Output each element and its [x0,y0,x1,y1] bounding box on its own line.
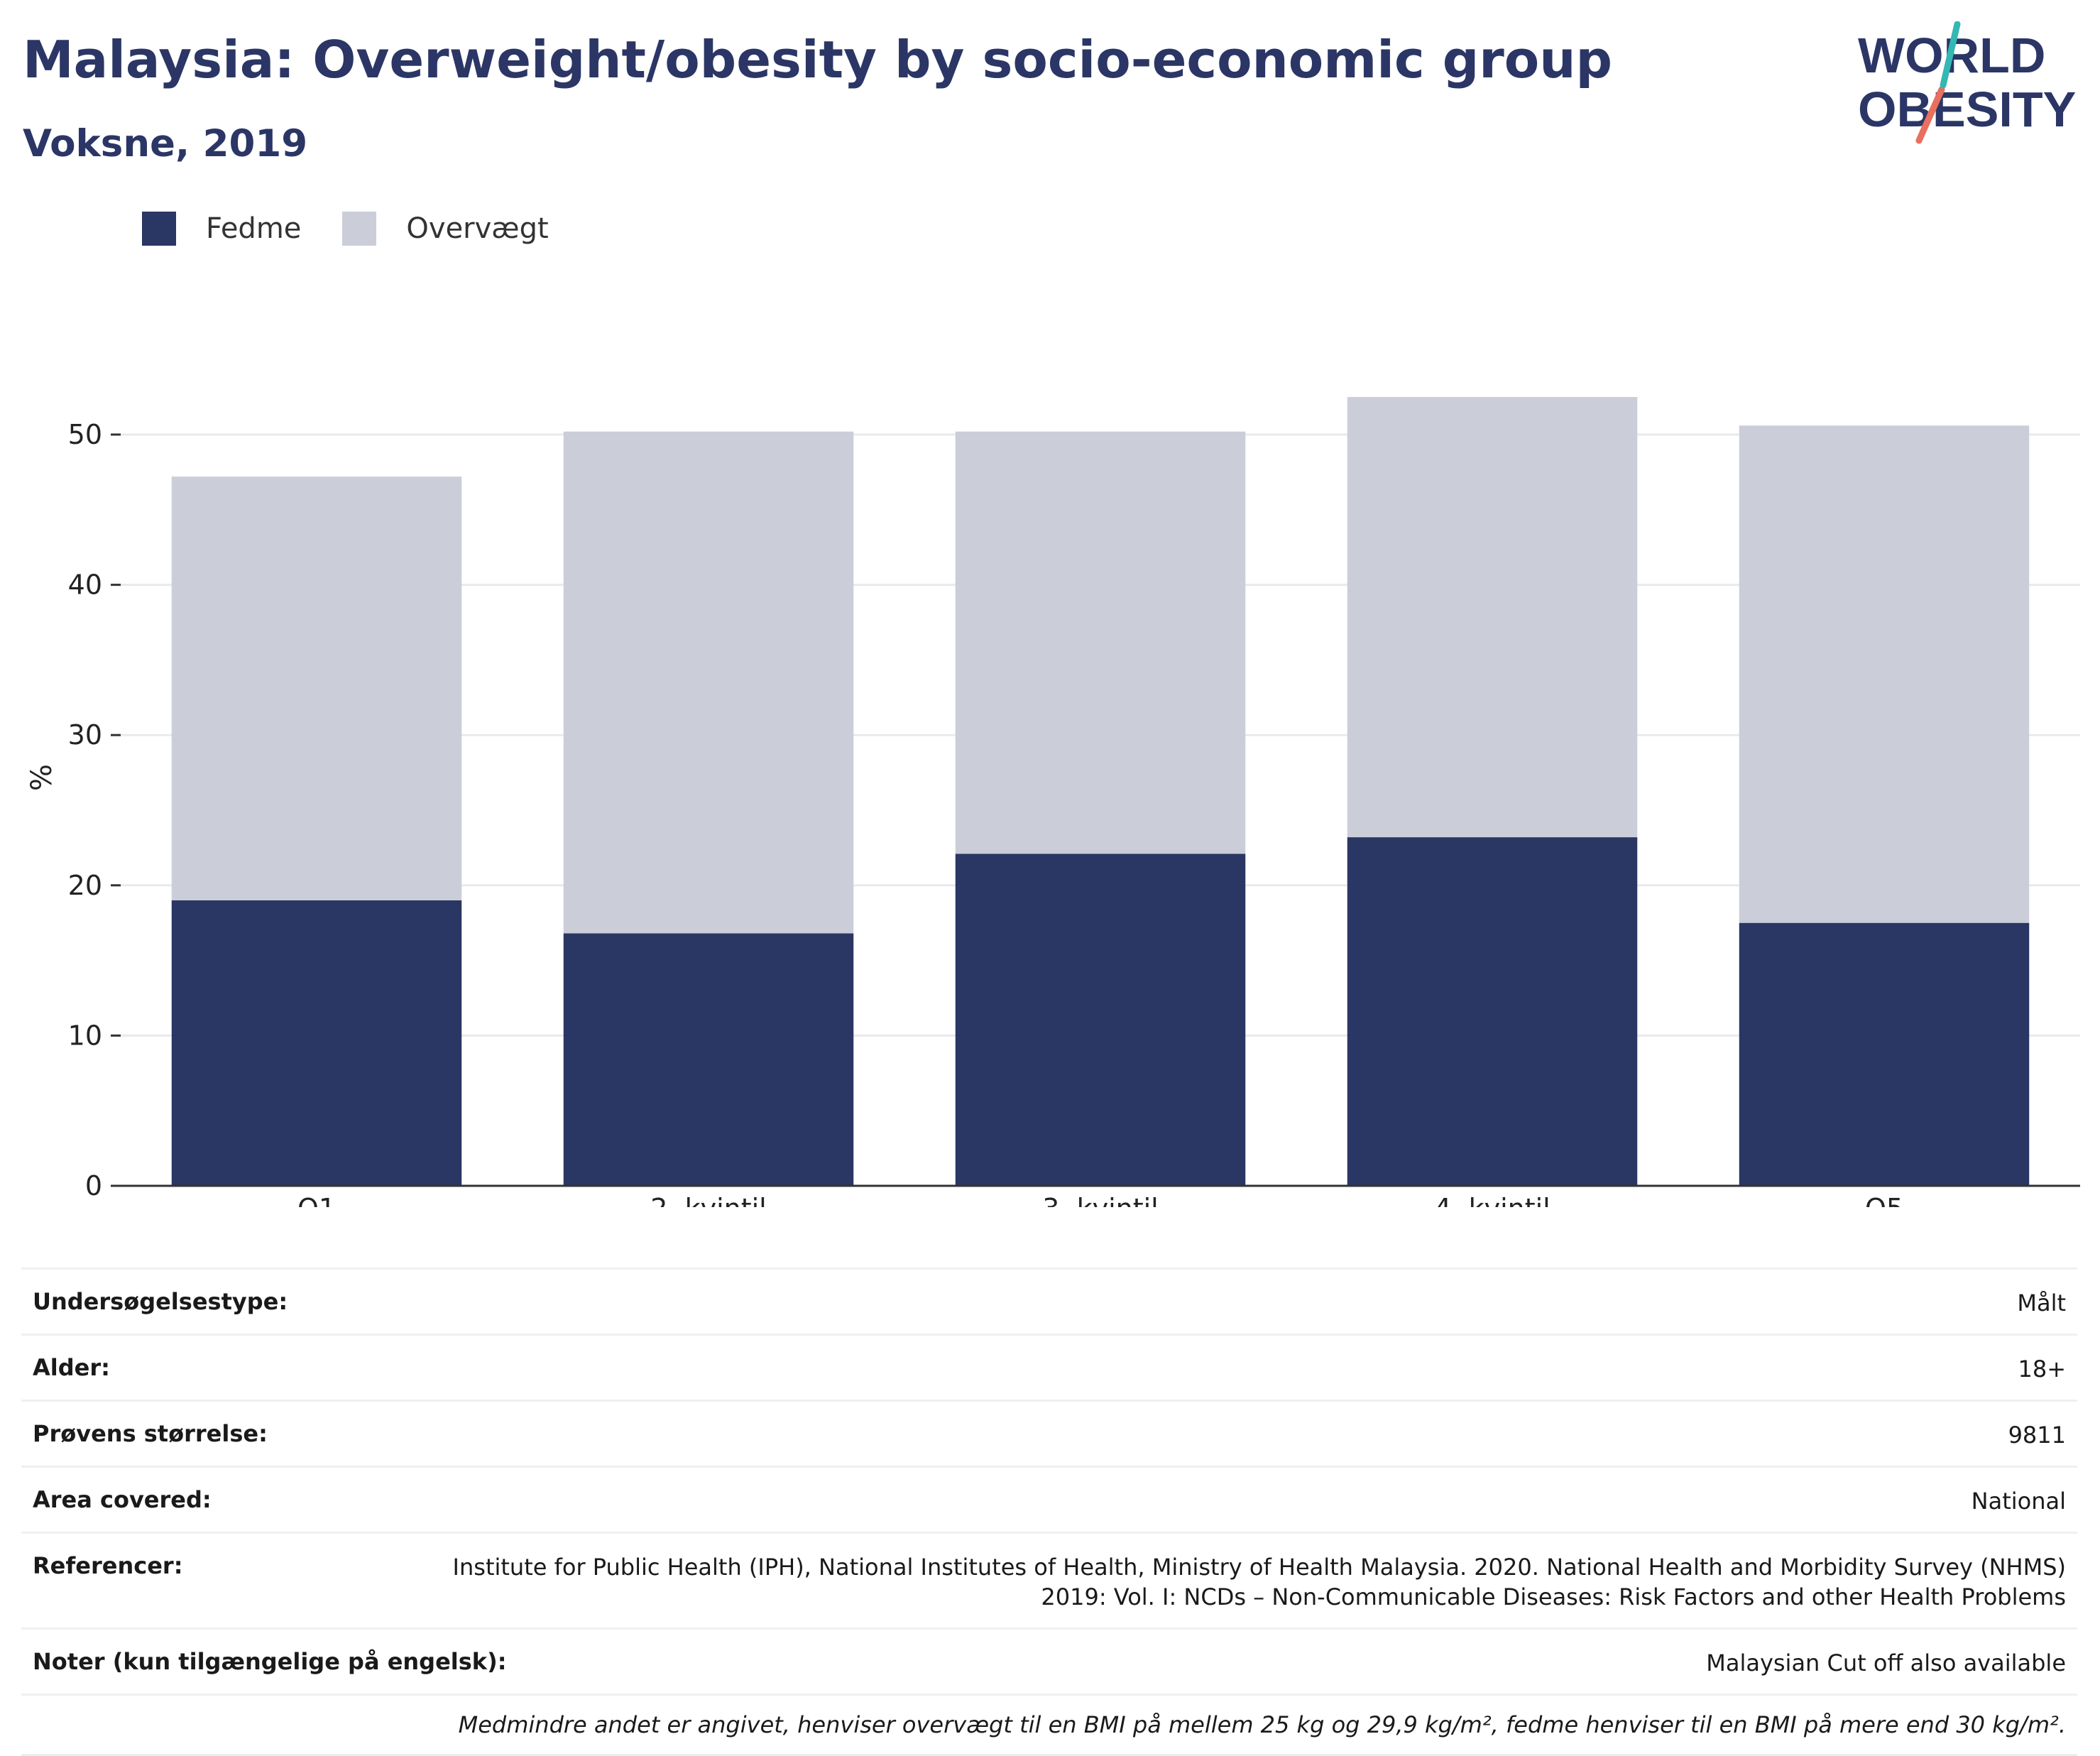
detail-row: Prøvens størrelse: 9811 [21,1402,2077,1468]
legend-label-fedme: Fedme [206,212,302,245]
detail-row: Referencer: Institute for Public Health (… [21,1534,2077,1630]
x-tick-label: 3. kvintil [1042,1193,1159,1207]
detail-value: National [1971,1488,2066,1515]
detail-row: Undersøgelsestype: Målt [21,1270,2077,1336]
detail-key: Undersøgelsestype: [33,1288,288,1315]
bar-overvaegt[interactable] [1347,397,1638,838]
bar-fedme[interactable] [1347,837,1638,1186]
survey-details-table: Undersøgelsestype: Målt Alder: 18+ Prøvens s… [21,1267,2077,1756]
x-tick-label: 2. kvintil [650,1193,767,1207]
y-tick-label: 0 [85,1170,102,1201]
detail-key: Prøvens størrelse: [33,1420,268,1447]
legend-swatch-overvaegt [342,212,377,246]
chart-title: Malaysia: Overweight/obesity by socio-ec… [23,30,1613,89]
detail-row: Area covered: National [21,1468,2077,1534]
detail-value: Målt [2017,1289,2066,1316]
detail-value: 9811 [2008,1422,2066,1449]
y-tick-label: 50 [68,419,102,450]
bar-fedme[interactable] [955,854,1246,1186]
legend-label-overvaegt: Overvægt [406,212,549,245]
x-tick-label: Q1 [297,1193,336,1207]
detail-row: Alder: 18+ [21,1336,2077,1402]
x-tick-label: 4. kvintil [1434,1193,1551,1207]
bar-overvaegt[interactable] [1739,425,2030,923]
detail-key: Noter (kun tilgængelige på engelsk): [33,1648,507,1675]
bar-fedme[interactable] [563,933,854,1186]
detail-value: Institute for Public Health (IPH), Natio… [452,1554,2066,1610]
y-tick-label: 40 [68,569,102,601]
y-axis-label: % [26,764,58,791]
detail-value: 18+ [2018,1356,2066,1383]
chart-legend: Fedme Overvægt [142,212,590,246]
stacked-bar-chart: 0 10 20 30 40 50 Q1 2. kvintil 3. kvintil 4. kvi… [26,397,2080,1207]
bar-fedme[interactable] [1739,922,2030,1186]
bar-fedme[interactable] [171,900,462,1186]
legend-swatch-fedme [142,212,176,246]
y-tick-label: 10 [68,1020,102,1051]
x-tick-label: Q5 [1865,1193,1903,1207]
detail-key: Alder: [33,1354,110,1381]
detail-key: Area covered: [33,1486,212,1513]
bar-overvaegt[interactable] [563,431,854,934]
detail-key: Referencer: [33,1552,183,1579]
logo-line2: OBESITY [1858,82,2076,137]
bar-overvaegt[interactable] [171,476,462,900]
legend-item-fedme[interactable]: Fedme [142,212,301,246]
legend-item-overvaegt[interactable]: Overvægt [342,212,549,246]
detail-row: Noter (kun tilgængelige på engelsk): Mala… [21,1630,2077,1696]
footnote: Medmindre andet er angivet, henviser ove… [21,1696,2077,1756]
y-tick-label: 20 [68,870,102,901]
world-obesity-logo: WORLD OBESITY [1858,21,2076,144]
chart-subtitle: Voksne, 2019 [23,122,308,165]
detail-value: Malaysian Cut off also available [1706,1649,2066,1676]
bar-overvaegt[interactable] [955,431,1246,854]
y-tick-label: 30 [68,719,102,751]
